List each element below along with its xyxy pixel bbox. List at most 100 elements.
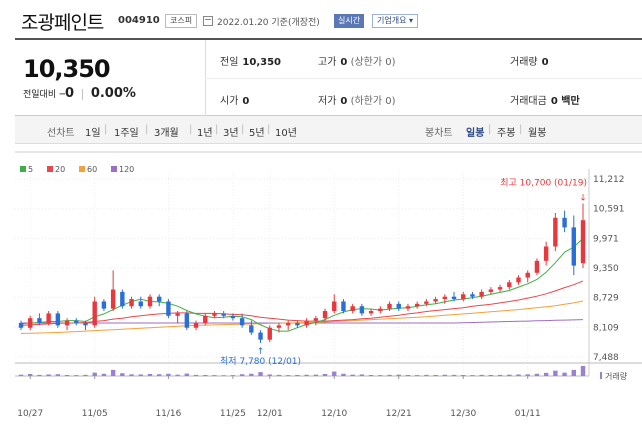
candle-body	[322, 311, 328, 319]
candle-40	[387, 301, 392, 312]
ma-legend: 5 20 60 120	[20, 165, 134, 174]
moving-averages	[20, 238, 584, 334]
candle-body	[92, 301, 97, 326]
candle-20	[203, 313, 208, 326]
volume-bar-48	[461, 375, 466, 376]
high-price: 고가 0 (상한가 0)	[318, 53, 396, 68]
y-axis: 11,212 10,591 9,971 9,350 8,729 8,109 7,488	[593, 175, 625, 363]
x-tick-0: 10/27	[17, 409, 43, 419]
candle-58	[553, 213, 558, 252]
market-badge: 코스피	[165, 14, 198, 28]
corp-info-dropdown[interactable]: 기업개요 ▾	[372, 14, 418, 28]
volume-bar-50	[479, 374, 484, 376]
period-1y[interactable]: 1년	[197, 128, 213, 139]
header-divider	[15, 38, 642, 40]
candle-body	[461, 294, 466, 300]
candle-25	[249, 320, 254, 335]
candle-body	[110, 289, 116, 309]
candle-33	[322, 308, 328, 321]
volume-bar-30	[295, 375, 300, 376]
candle-daily[interactable]: 일봉	[466, 128, 485, 139]
candle-31	[304, 318, 309, 328]
candle-12	[129, 296, 134, 309]
legend-label-0: 5	[28, 165, 33, 174]
candle-59	[562, 210, 567, 233]
period-10y[interactable]: 10년	[275, 128, 297, 139]
candle-weekly[interactable]: 주봉	[497, 128, 516, 139]
candle-19	[193, 320, 199, 331]
candle-body	[516, 277, 521, 283]
candle-11	[120, 289, 125, 309]
volume-bar-22	[221, 375, 226, 376]
price-chart[interactable]: 5 20 60 120 11,212 10,591 9,971 9,350 8,729 8,10…	[0, 144, 642, 433]
volume-bar-58	[553, 370, 558, 376]
candle-43	[414, 301, 420, 309]
annotations: 최고 10,700 (01/19) ↓ ↑최저 7,780 (12/01)	[220, 177, 587, 367]
candle-body	[396, 303, 401, 309]
candle-body	[74, 320, 79, 323]
candle-body	[497, 287, 503, 290]
volume-bar-14	[147, 374, 153, 376]
candle-21	[212, 311, 217, 319]
candle-15	[156, 294, 162, 307]
candle-body	[433, 299, 438, 302]
y-tick-2: 9,971	[593, 234, 619, 244]
diff-label: 전일대비	[23, 90, 57, 100]
x-axis: 10/27 11/05 11/16 11/25 12/01 12/10 12/21 12/30…	[17, 376, 541, 419]
volume-bar-23	[230, 375, 236, 376]
candle-28	[276, 322, 282, 333]
volume-bar-56	[534, 373, 540, 376]
realtime-button[interactable]: 실시간	[334, 14, 365, 28]
volume-legend-label: 거래량	[605, 371, 628, 381]
candle-22	[221, 311, 226, 319]
line-chart-button[interactable]: 선차트	[47, 128, 75, 139]
volume-bar-61	[580, 366, 586, 376]
amount-summary: 거래대금 0 백만	[510, 92, 580, 107]
candle-18	[184, 311, 190, 331]
candle-30	[295, 320, 300, 328]
candle-1	[28, 315, 33, 331]
low-price: 저가 0 (하한가 0)	[318, 92, 396, 107]
diff-value: 0	[65, 86, 75, 101]
candle-35	[341, 299, 346, 314]
period-1w[interactable]: 1주일	[114, 128, 139, 139]
period-5y[interactable]: 5년	[249, 128, 265, 139]
candle-body	[138, 301, 143, 307]
chart-toolbar: 선차트 1일 | 1주일 | 3개월 | 1년 | 3년 | 5년 | 10년 …	[15, 116, 642, 144]
volume-bar-57	[543, 372, 549, 376]
period-3y[interactable]: 3년	[223, 128, 239, 139]
candle-chart-button[interactable]: 봉차트	[425, 128, 453, 139]
volume-bar-8	[92, 372, 97, 376]
candle-body	[120, 291, 125, 307]
low-arrow: ↑	[257, 347, 265, 357]
volume-bar-46	[442, 374, 448, 376]
volume-bar-0	[18, 374, 24, 376]
candle-body	[332, 301, 337, 312]
volume-bar-38	[368, 375, 374, 376]
volume-bar-41	[396, 374, 401, 376]
legend-swatch-1	[47, 166, 53, 172]
low-value: 0	[340, 96, 348, 107]
candle-29	[285, 320, 291, 331]
candle-54	[516, 275, 521, 285]
candle-2	[37, 313, 42, 326]
candle-61	[580, 203, 586, 268]
candle-body	[258, 332, 263, 340]
candle-monthly[interactable]: 월봉	[528, 128, 547, 139]
open-value: 0	[242, 96, 250, 107]
candle-51	[488, 287, 494, 295]
candle-body	[368, 311, 374, 314]
candle-body	[553, 217, 558, 247]
volume-bar-5	[64, 375, 70, 376]
volume-bar-7	[83, 374, 88, 376]
volume-bar-51	[488, 375, 494, 376]
low-note: (하한가 0)	[350, 96, 396, 107]
candle-body	[156, 296, 162, 302]
legend-swatch-0	[20, 166, 26, 172]
candle-13	[138, 296, 143, 309]
period-3m[interactable]: 3개월	[154, 128, 179, 139]
period-1d[interactable]: 1일	[85, 128, 101, 139]
y-tick-1: 10,591	[593, 205, 625, 215]
open-label: 시가	[220, 96, 239, 107]
volume-bars: 거래량	[18, 366, 628, 381]
